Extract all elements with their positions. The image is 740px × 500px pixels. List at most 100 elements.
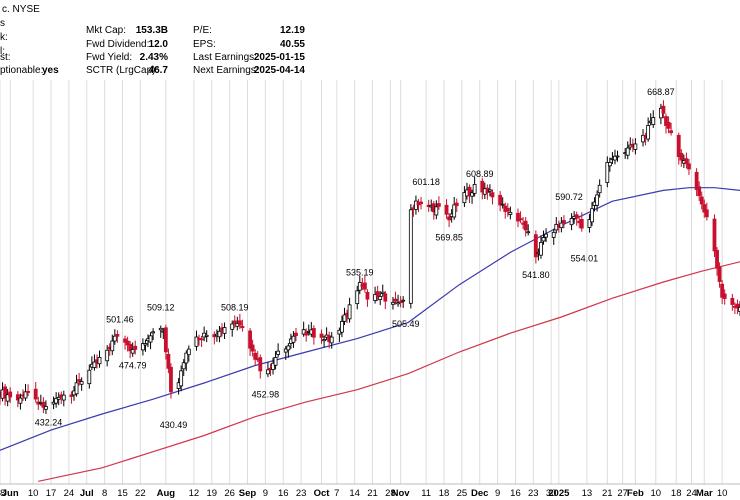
x-tick-label: Feb <box>627 488 644 499</box>
header-left-label-4: ptionable: <box>0 65 43 76</box>
candle-down <box>128 343 133 352</box>
x-tick-label: 24 <box>686 488 697 499</box>
candle-down <box>199 338 204 341</box>
candle-down <box>166 353 171 369</box>
stat2-label-0: P/E: <box>193 25 212 36</box>
candle-down <box>533 234 538 258</box>
candle-up <box>587 219 592 228</box>
candle-down <box>679 152 684 161</box>
candle-down <box>41 401 46 408</box>
stat2-value-1: 40.55 <box>280 39 305 50</box>
candle-down <box>365 291 370 300</box>
candle-up <box>276 350 281 355</box>
candle-up <box>541 237 546 242</box>
price-annotation: 535.19 <box>346 267 374 277</box>
candle-up <box>291 335 296 343</box>
price-annotations: 432.24 501.46 474.79 509.12 430.49 508.19 452.… <box>35 87 675 430</box>
candle-up <box>143 343 148 346</box>
x-tick-label: Jul <box>80 488 94 499</box>
candle-up <box>204 334 209 337</box>
candle-up <box>470 192 474 197</box>
candle-up <box>184 352 189 364</box>
ma200-line <box>38 261 740 482</box>
candle-up <box>194 336 199 347</box>
x-tick-label: 28 <box>385 488 396 499</box>
x-tick-label: 18 <box>671 488 682 499</box>
candle-down <box>717 266 722 282</box>
x-tick-label: 12 <box>189 488 200 499</box>
x-tick-label: 9 <box>263 488 268 499</box>
chart-grid <box>0 80 740 485</box>
candle-up <box>105 349 110 362</box>
x-tick-label: Sep <box>239 488 257 499</box>
x-tick-label: 21 <box>367 488 378 499</box>
x-tick-label: 28 <box>0 488 5 499</box>
stat-label-2: Fwd Yield: <box>86 52 132 63</box>
candle-up <box>355 290 360 305</box>
candle-down <box>730 297 735 305</box>
price-annotation: 501.46 <box>106 314 134 324</box>
x-tick-label: 7 <box>334 488 339 499</box>
x-tick-label: 10 <box>28 488 39 499</box>
candle-down <box>447 216 452 221</box>
candle-down <box>661 105 666 114</box>
price-annotation: 474.79 <box>119 360 147 370</box>
candle-up <box>646 125 651 140</box>
candle-up <box>633 143 638 150</box>
x-tick-label: 30 <box>546 488 557 499</box>
candle-up <box>554 223 559 231</box>
price-annotation: 668.87 <box>647 87 675 97</box>
x-tick-label: 10 <box>651 488 662 499</box>
candle-down <box>133 345 138 350</box>
candlesticks <box>0 100 740 414</box>
x-axis-ticks: 28Jun101724Jul81522Aug121926Sep91623Oct7… <box>0 488 727 499</box>
candle-up <box>158 327 163 331</box>
candle-down <box>123 338 127 343</box>
candle-up <box>273 357 278 366</box>
header-left-label-1: k: <box>0 32 8 43</box>
price-annotation: 505.49 <box>392 319 420 329</box>
header-panel: c. NYSE s k: l: st: ptionable: yes Mkt C… <box>0 4 305 76</box>
candle-up <box>595 194 600 206</box>
price-annotation: 569.85 <box>435 232 463 242</box>
candle-down <box>676 134 681 158</box>
candle-down <box>704 209 709 218</box>
candle-up <box>112 335 117 342</box>
price-annotation: 601.18 <box>412 177 440 187</box>
candle-up <box>5 394 10 402</box>
candle-up <box>500 203 505 206</box>
x-tick-label: 9 <box>495 488 500 499</box>
optionable-value: yes <box>42 65 59 76</box>
candle-up <box>181 362 186 370</box>
candle-up <box>607 162 612 167</box>
candle-up <box>396 302 400 305</box>
candle-up <box>408 209 413 304</box>
price-annotation: 509.12 <box>147 302 175 312</box>
candle-up <box>79 381 84 385</box>
candle-up <box>230 323 235 330</box>
candle-down <box>562 220 566 224</box>
candle-down <box>240 326 245 329</box>
candle-up <box>23 391 28 399</box>
candle-up <box>615 155 620 158</box>
candle-down <box>69 394 74 397</box>
candle-down <box>715 250 719 269</box>
candle-down <box>687 163 691 170</box>
candle-down <box>666 121 671 129</box>
x-tick-label: 22 <box>135 488 146 499</box>
candle-down <box>398 301 403 304</box>
stat2-label-3: Next Earnings: <box>193 65 259 76</box>
candle-down <box>669 130 674 134</box>
candle-up <box>452 204 457 218</box>
candle-up <box>286 345 291 351</box>
candle-down <box>253 352 258 360</box>
moving-averages <box>0 187 740 482</box>
candle-down <box>574 214 579 219</box>
stat-value-1: 12.0 <box>149 39 169 50</box>
candle-down <box>15 394 20 401</box>
x-tick-label: 15 <box>117 488 128 499</box>
candle-up <box>217 330 222 338</box>
candle-up <box>378 296 383 301</box>
candle-up <box>508 211 513 215</box>
